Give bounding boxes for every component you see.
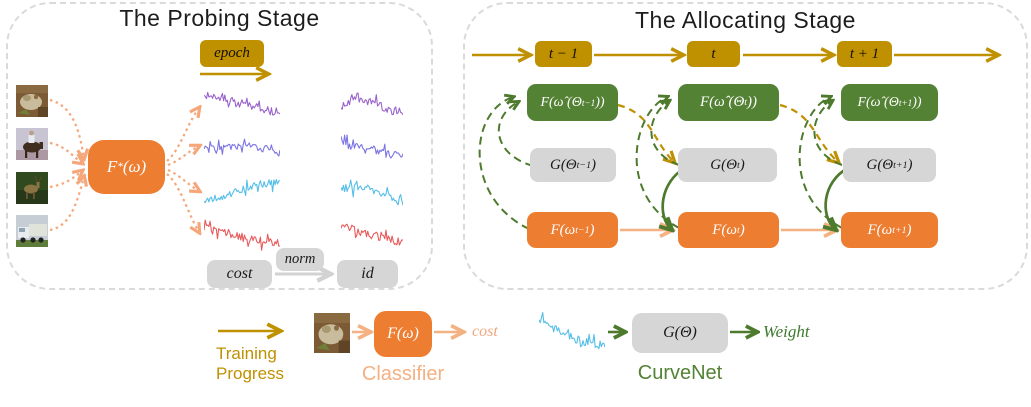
legend-cost-label: cost [472, 323, 498, 340]
legend-loss-curve [538, 309, 606, 355]
timeline-box-t: t [687, 41, 740, 67]
meta-classifier-box-t-plus-1: F(ω̂ (Θ t+1)) [841, 84, 938, 121]
legend-classifier-box: F(ω) [374, 311, 432, 357]
loss-curve-early-cyan [203, 168, 281, 210]
timeline-box-t-plus-1: t + 1 [837, 41, 892, 67]
legend-sample-image-frog [314, 313, 350, 358]
probing-classifier-box: F * (ω) [88, 140, 165, 194]
sample-image-deer [16, 172, 48, 209]
curvenet-box-t: G(Θ t) [678, 148, 777, 182]
legend-curvenet-box: G(Θ) [632, 313, 728, 353]
probing-stage-panel [6, 2, 433, 290]
legend-training-progress-label: Training Progress [216, 344, 285, 384]
allocating-stage-title: The Allocating Stage [635, 7, 856, 33]
curvenet-box-t-minus-1: G(Θ t−1) [530, 148, 616, 182]
loss-curve-early-red [203, 210, 281, 254]
loss-curve-late-purple [340, 87, 404, 129]
sample-image-horse [16, 128, 48, 165]
cost-box: cost [207, 260, 272, 288]
epoch-label-box: epoch [200, 40, 264, 67]
loss-curve-late-red [340, 212, 404, 254]
id-box: id [337, 260, 398, 288]
classifier-box-t: F(ω t) [678, 212, 779, 248]
classifier-box-t-minus-1: F(ω t−1) [527, 212, 618, 248]
sample-image-truck [16, 215, 48, 252]
sample-image-frog [16, 85, 48, 122]
norm-box: norm [276, 248, 324, 271]
loss-curve-early-purple [203, 86, 281, 128]
legend-classifier-name: Classifier [361, 363, 445, 385]
loss-curve-late-cyan [340, 170, 404, 212]
probing-stage-title: The Probing Stage [119, 5, 320, 31]
meta-classifier-box-t: F(ω̂ (Θ t)) [678, 84, 779, 121]
curvenet-box-t-plus-1: G(Θ t+1) [843, 148, 936, 182]
loss-curve-late-violet [340, 129, 404, 169]
legend-weight-label: Weight [763, 322, 810, 341]
timeline-box-t-minus-1: t − 1 [535, 41, 592, 67]
loss-curve-early-violet [203, 128, 281, 168]
legend-curvenet-name: CurveNet [637, 362, 723, 384]
classifier-box-t-plus-1: F(ω t+1) [841, 212, 938, 248]
meta-classifier-box-t-minus-1: F(ω̂ (Θ t−1)) [527, 84, 618, 121]
allocating-stage-panel [463, 2, 1028, 290]
